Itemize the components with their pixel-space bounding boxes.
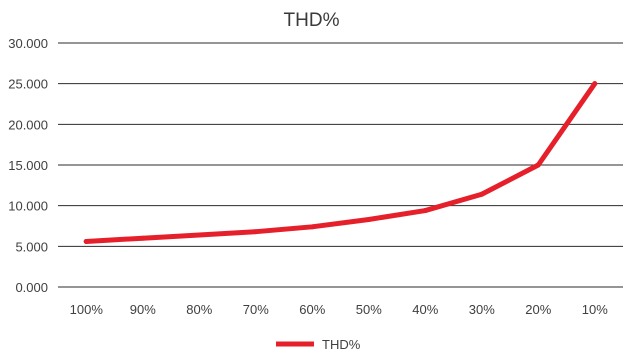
data-point [535,162,541,168]
x-tick-label: 60% [299,302,325,317]
y-tick-label: 0.000 [15,280,48,295]
data-point [140,235,146,241]
data-point [309,224,315,230]
chart-title: THD% [284,10,340,31]
x-tick-label: 20% [525,302,551,317]
data-point [479,191,485,197]
x-tick-label: 100% [70,302,104,317]
y-tick-label: 5.000 [15,239,48,254]
data-point [196,232,202,238]
x-axis-tick-labels: 100% 90% 80% 70% 60% 50% 40% 30% 20% 10% [70,302,609,317]
x-tick-label: 10% [582,302,608,317]
legend: THD% [276,337,361,352]
data-point [422,208,428,214]
x-tick-label: 90% [130,302,156,317]
x-tick-label: 30% [469,302,495,317]
gridlines [58,42,623,288]
x-tick-label: 40% [412,302,438,317]
data-point [253,229,259,235]
x-tick-label: 50% [356,302,382,317]
data-point [592,81,598,87]
data-point [366,216,372,222]
y-tick-label: 10.000 [8,199,48,214]
x-tick-label: 70% [243,302,269,317]
x-tick-label: 80% [186,302,212,317]
y-tick-label: 25.000 [8,77,48,92]
series-line-thd [83,81,598,244]
y-tick-label: 15.000 [8,158,48,173]
y-axis-tick-labels: 0.000 5.000 10.000 15.000 20.000 25.000 30.000 [8,36,48,295]
y-tick-label: 30.000 [8,36,48,51]
legend-label-thd: THD% [322,337,361,352]
y-tick-label: 20.000 [8,117,48,132]
plot-series [83,81,598,244]
data-point [83,238,89,244]
